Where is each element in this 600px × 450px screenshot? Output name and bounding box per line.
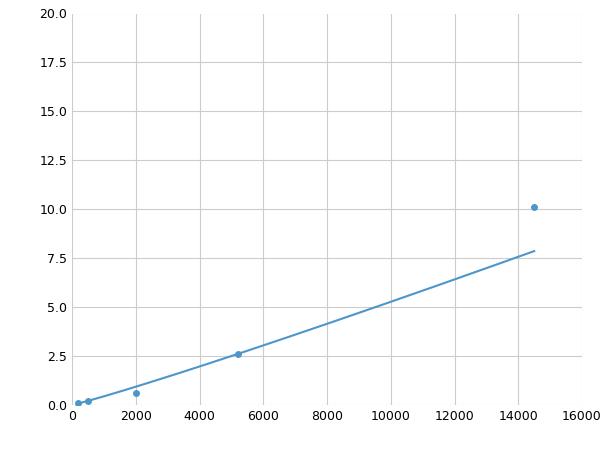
Point <box>131 390 140 397</box>
Point <box>529 204 539 211</box>
Point <box>233 351 242 358</box>
Point <box>83 397 93 405</box>
Point <box>74 400 83 407</box>
